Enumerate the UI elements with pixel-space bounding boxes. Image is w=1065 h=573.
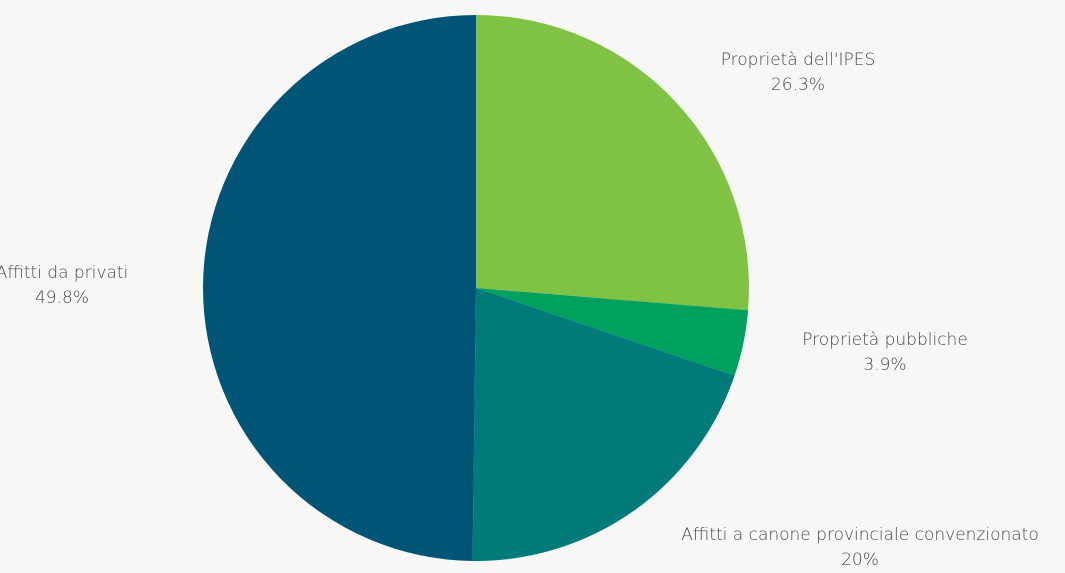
slice-value-label: 3.9% <box>863 355 906 375</box>
slice-value-label: 26.3% <box>771 75 825 95</box>
slice-value-label: 20% <box>841 550 879 570</box>
slice-label: Proprietà dell'IPES <box>721 50 876 70</box>
slice-label: Proprietà pubbliche <box>802 330 968 350</box>
slice-value-label: 49.8% <box>35 288 89 308</box>
slice-label: Affitti a canone provinciale convenziona… <box>681 525 1038 545</box>
pie-slice <box>476 288 749 376</box>
pie-slice <box>203 15 476 561</box>
pie-slice <box>472 288 735 561</box>
pie-slice <box>476 15 749 311</box>
slice-label: Affitti da privati <box>0 263 128 283</box>
